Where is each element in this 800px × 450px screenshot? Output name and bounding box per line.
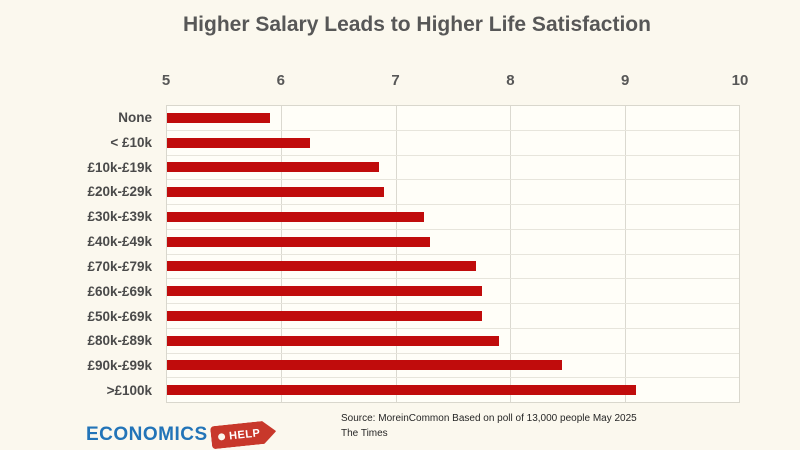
category-label: £70k-£79k	[87, 258, 152, 274]
bar-rows	[167, 106, 739, 402]
bar-£10k-£19k	[167, 162, 379, 173]
bar-£40k-£49k	[167, 236, 431, 247]
bar-£90k-£99k	[167, 360, 562, 371]
bar-None	[167, 112, 270, 123]
bar->£100k	[167, 385, 637, 396]
bar-row	[167, 329, 739, 354]
chart-title: Higher Salary Leads to Higher Life Satis…	[183, 13, 651, 36]
x-axis-tick-10: 10	[731, 72, 749, 89]
bar-row	[167, 378, 739, 402]
bar-£50k-£69k	[167, 310, 482, 321]
bar-£70k-£79k	[167, 261, 476, 272]
bar-row	[167, 230, 739, 255]
bar-row	[167, 279, 739, 304]
category-label: >£100k	[106, 383, 152, 399]
bar-row	[167, 205, 739, 230]
category-label: £40k-£49k	[87, 234, 152, 250]
source-line-1: Source: MoreinCommon Based on poll of 13…	[341, 413, 637, 424]
bar-£80k-£89k	[167, 335, 499, 346]
bar-row	[167, 131, 739, 156]
category-label: £20k-£29k	[87, 184, 152, 200]
plot-area	[166, 105, 740, 403]
bar-row	[167, 255, 739, 280]
logo-text: ECONOMICS	[86, 423, 208, 445]
bar-£60k-£69k	[167, 286, 482, 297]
category-label: £10k-£19k	[87, 159, 152, 175]
logo-tag-text: HELP	[228, 426, 261, 443]
tag-hole-icon	[217, 433, 225, 441]
x-axis-tick-9: 9	[621, 72, 630, 89]
x-axis-tick-5: 5	[161, 72, 171, 89]
bar-row	[167, 106, 739, 131]
source-line-2: The Times	[341, 427, 388, 439]
economics-help-logo: ECONOMICS HELP	[86, 423, 276, 446]
category-label: £50k-£69k	[87, 308, 152, 324]
bar-row	[167, 180, 739, 205]
bar-£20k-£29k	[167, 187, 385, 198]
bar-< £10k	[167, 137, 310, 148]
bar-row	[167, 304, 739, 329]
category-label: £30k-£39k	[87, 209, 152, 225]
bar-row	[167, 354, 739, 379]
x-axis: 5 6 7 8 9 10	[162, 72, 749, 90]
source-text: Source: MoreinCommon Based on poll of 13…	[341, 412, 637, 441]
y-axis-category-labels: None < £10k £10k-£19k £20k-£29k £30k-£39k £40…	[0, 105, 158, 403]
x-axis-tick-6: 6	[276, 72, 285, 89]
logo-price-tag: HELP	[210, 420, 277, 450]
category-label: None	[118, 109, 152, 125]
category-label: £80k-£89k	[87, 333, 152, 349]
bar-row	[167, 156, 739, 181]
x-axis-tick-8: 8	[506, 72, 515, 89]
x-axis-tick-7: 7	[391, 72, 400, 89]
category-label: £90k-£99k	[87, 358, 152, 374]
category-label: < £10k	[110, 134, 152, 150]
bar-£30k-£39k	[167, 211, 425, 222]
category-label: £60k-£69k	[87, 283, 152, 299]
